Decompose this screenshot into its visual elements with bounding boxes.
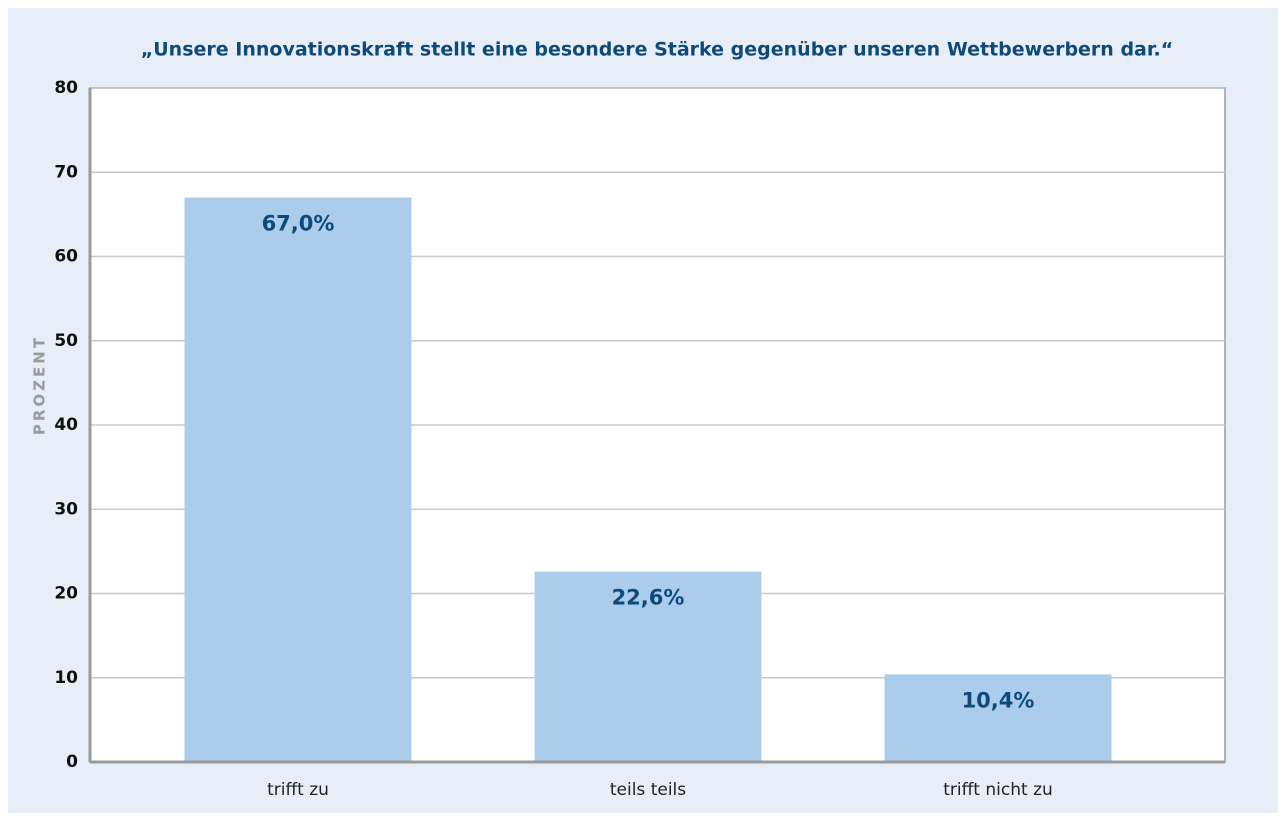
bar [184,197,412,762]
y-tick-label: 20 [54,584,78,604]
x-tick-label: trifft zu [267,780,329,800]
y-tick-label: 10 [54,668,78,688]
y-axis-label: PROZENT [31,335,49,435]
y-tick-label: 30 [54,499,78,519]
value-label: 10,4% [962,688,1035,712]
value-label: 22,6% [612,586,685,610]
y-tick-label: 50 [54,331,78,351]
value-label: 67,0% [262,212,335,236]
bar [534,571,762,762]
y-tick-label: 70 [54,162,78,182]
bar [884,674,1112,762]
y-tick-label: 0 [66,752,78,772]
x-tick-label: teils teils [610,780,686,800]
y-tick-label: 80 [54,78,78,98]
x-tick-label: trifft nicht zu [943,780,1053,800]
chart-title: „Unsere Innovationskraft stellt eine bes… [141,39,1173,61]
y-tick-label: 60 [54,247,78,267]
y-tick-label: 40 [54,415,78,435]
